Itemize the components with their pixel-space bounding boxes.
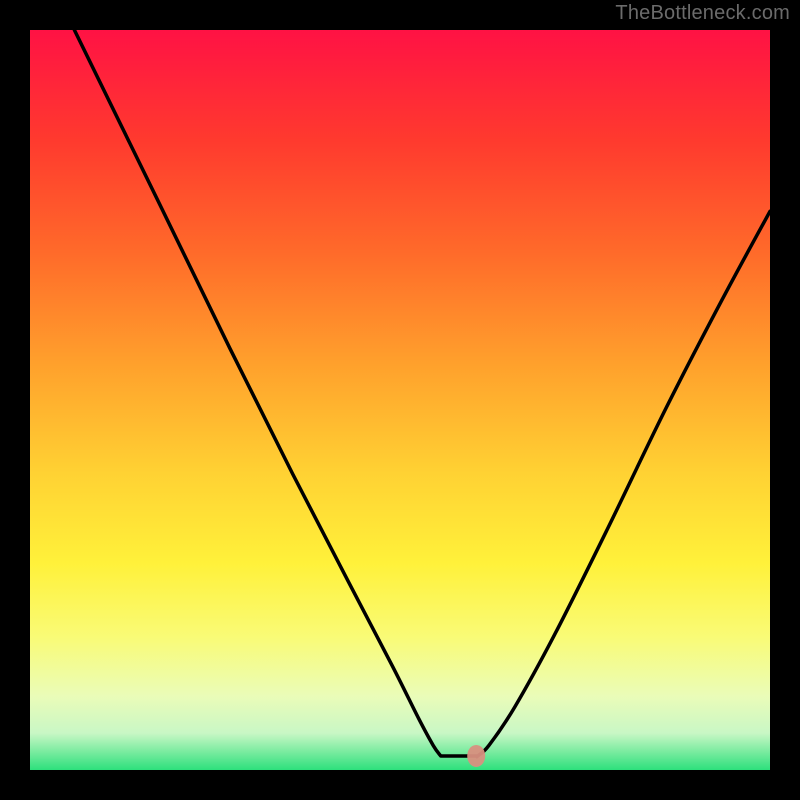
bottleneck-curve — [30, 30, 770, 770]
curve-path — [74, 30, 770, 757]
chart-outer-frame: TheBottleneck.com — [0, 0, 800, 800]
attribution-text: TheBottleneck.com — [615, 2, 790, 25]
plot-area — [30, 30, 770, 770]
optimum-marker — [467, 745, 485, 767]
